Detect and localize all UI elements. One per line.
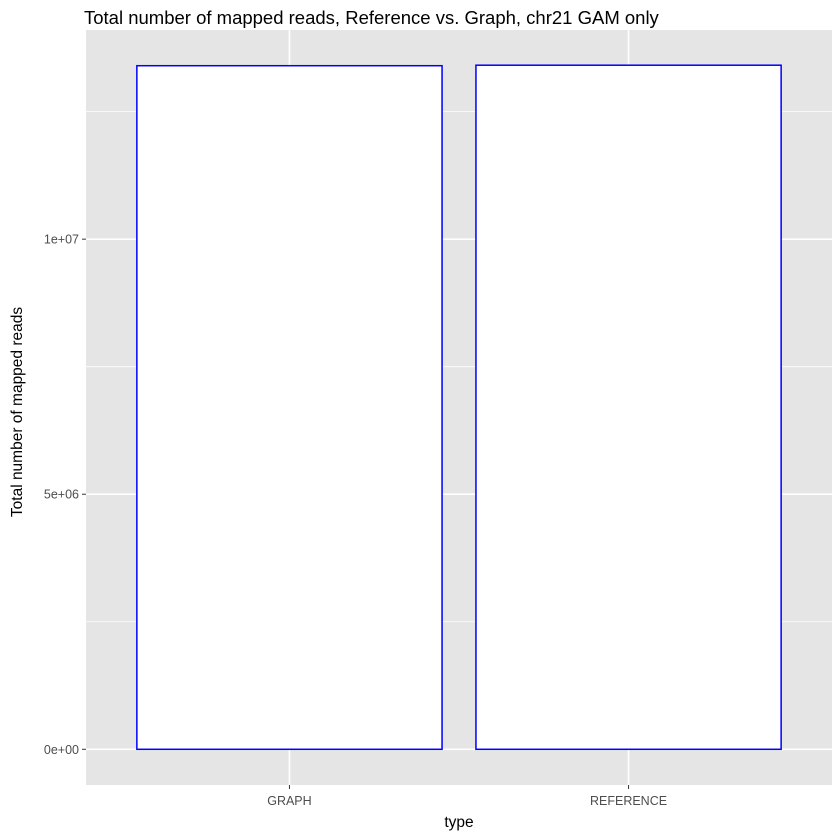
y-tick-label: 0e+00: [44, 743, 79, 757]
y-tick-label: 1e+07: [44, 233, 79, 247]
y-axis-title: Total number of mapped reads: [9, 307, 26, 517]
x-tick-label: REFERENCE: [590, 794, 667, 808]
bars: [136, 64, 782, 751]
x-axis-title: type: [444, 814, 473, 831]
bar-graph: [136, 64, 443, 751]
axes: 0e+00 5e+06 1e+07 GRAPH REFERENCE: [44, 233, 667, 808]
chart-title: Total number of mapped reads, Reference …: [84, 7, 660, 28]
x-tick-label: GRAPH: [267, 794, 311, 808]
y-tick-label: 5e+06: [44, 488, 79, 502]
bar-reference: [475, 64, 782, 751]
